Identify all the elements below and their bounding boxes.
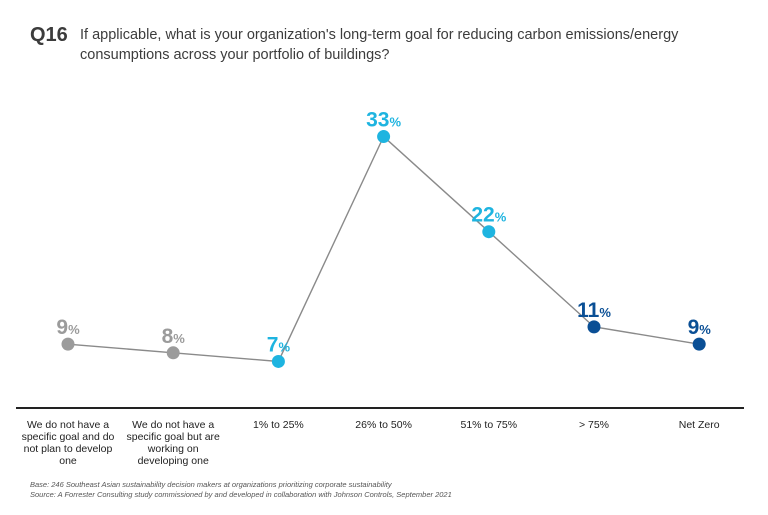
data-label: 9% bbox=[56, 316, 80, 339]
data-label: 33% bbox=[366, 109, 401, 132]
question-text: If applicable, what is your organization… bbox=[80, 27, 679, 63]
data-point bbox=[377, 130, 391, 144]
data-point bbox=[61, 337, 75, 351]
data-label: 11% bbox=[577, 299, 611, 322]
base-note: Base: 246 Southeast Asian sustainability… bbox=[30, 480, 392, 489]
category-label: 51% to 75% bbox=[460, 419, 518, 431]
category-label: 26% to 50% bbox=[355, 419, 412, 431]
data-point bbox=[166, 346, 180, 360]
category-label: We do not have a specific goal but are w… bbox=[126, 419, 220, 467]
data-label: 22% bbox=[471, 204, 506, 227]
data-point bbox=[271, 354, 285, 368]
category-label: > 75% bbox=[578, 419, 610, 431]
data-label: 7% bbox=[267, 333, 291, 356]
data-label: 8% bbox=[162, 325, 186, 348]
data-point bbox=[587, 320, 601, 334]
data-label: 9% bbox=[688, 316, 712, 339]
data-point bbox=[482, 225, 496, 239]
category-label: 1% to 25% bbox=[252, 419, 304, 431]
question-number: Q16 bbox=[30, 24, 68, 46]
data-point bbox=[692, 337, 706, 351]
source-note: Source: A Forrester Consulting study com… bbox=[30, 490, 452, 499]
category-label: Net Zero bbox=[678, 419, 720, 431]
chart-footer: Base: 246 Southeast Asian sustainability… bbox=[30, 480, 452, 500]
category-label: We do not have a specific goal and do no… bbox=[21, 419, 115, 467]
